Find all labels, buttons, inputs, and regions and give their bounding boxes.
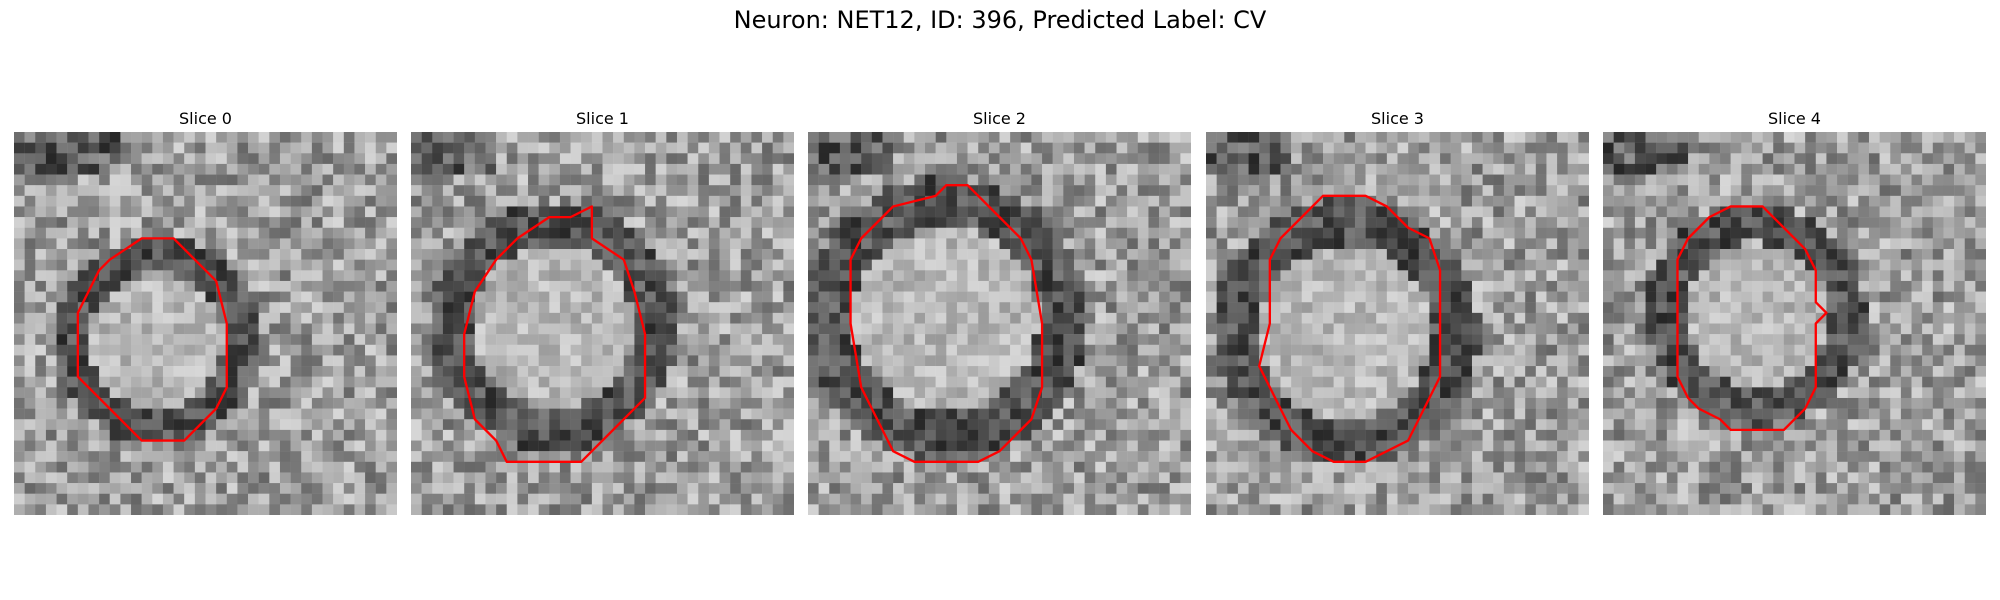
slice-image-0 xyxy=(14,132,397,515)
panel-title: Slice 0 xyxy=(14,108,397,130)
slice-image-3 xyxy=(1206,132,1589,515)
panel-title: Slice 4 xyxy=(1603,108,1986,130)
slice-image-2 xyxy=(808,132,1191,515)
em-pixel-grid xyxy=(14,132,397,515)
em-pixel-grid xyxy=(808,132,1191,515)
slice-panel-3: Slice 3 xyxy=(1206,108,1589,515)
em-pixel-grid xyxy=(1206,132,1589,515)
slice-panel-1: Slice 1 xyxy=(411,108,794,515)
figure-title: Neuron: NET12, ID: 396, Predicted Label:… xyxy=(0,6,2000,34)
panel-title: Slice 3 xyxy=(1206,108,1589,130)
slice-image-4 xyxy=(1603,132,1986,515)
panel-title: Slice 1 xyxy=(411,108,794,130)
panel-title: Slice 2 xyxy=(808,108,1191,130)
em-pixel-grid xyxy=(1603,132,1986,515)
em-pixel-grid xyxy=(411,132,794,515)
slice-panel-0: Slice 0 xyxy=(14,108,397,515)
slice-image-1 xyxy=(411,132,794,515)
slice-panel-4: Slice 4 xyxy=(1603,108,1986,515)
slice-panel-2: Slice 2 xyxy=(808,108,1191,515)
